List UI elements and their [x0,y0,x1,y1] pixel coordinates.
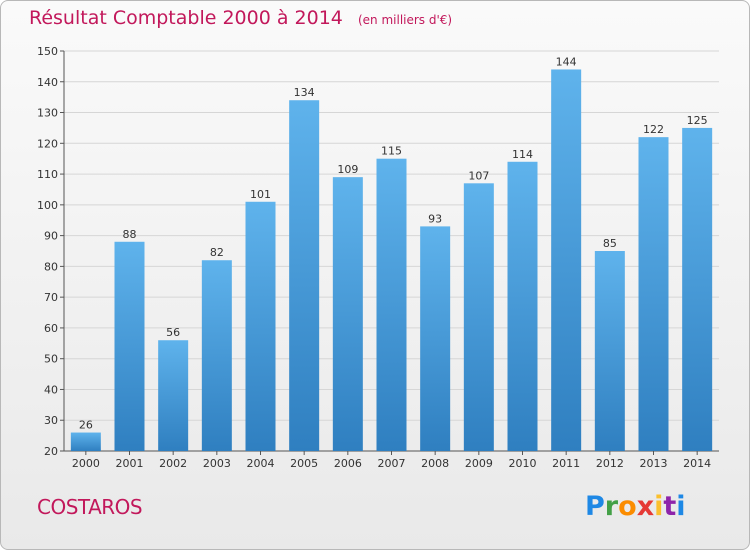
value-label: 144 [556,55,577,68]
logo-letter: i [654,491,664,522]
chart-subtitle: (en milliers d'€) [357,13,453,27]
title-block: Résultat Comptable 2000 à 2014 (en milli… [29,7,452,29]
y-tick-label: 90 [44,230,58,243]
x-tick-label: 2001 [116,457,144,470]
bar [158,340,189,451]
bar [594,251,625,451]
x-tick-label: 2007 [378,457,406,470]
proxiti-logo[interactable]: Proxiti [585,491,686,522]
y-tick-label: 110 [37,168,58,181]
x-tick-label: 2003 [203,457,231,470]
value-label: 82 [210,246,224,259]
bar [70,432,101,451]
x-tick-label: 2009 [465,457,493,470]
value-label: 26 [79,419,93,432]
value-label: 125 [687,114,708,127]
x-tick-label: 2005 [290,457,318,470]
value-label: 114 [512,148,533,161]
bar [638,137,669,451]
value-label: 88 [123,228,137,241]
y-tick-label: 120 [37,137,58,150]
bar [245,201,276,451]
logo-letter: x [636,491,655,522]
bar [420,226,451,451]
x-tick-label: 2012 [596,457,624,470]
y-tick-label: 60 [44,322,58,335]
value-label: 115 [381,145,402,158]
x-tick-label: 2011 [552,457,580,470]
y-tick-label: 80 [44,260,58,273]
x-tick-label: 2013 [640,457,668,470]
bar [332,177,363,451]
logo-letter: o [618,491,637,522]
x-tick-label: 2000 [72,457,100,470]
value-label: 93 [428,212,442,225]
bar [376,158,407,451]
value-label: 122 [643,123,664,136]
bar [507,161,538,451]
logo-letter: r [604,491,619,522]
chart-title: Résultat Comptable 2000 à 2014 [29,7,343,29]
y-tick-label: 100 [37,199,58,212]
y-tick-label: 70 [44,291,58,304]
y-tick-label: 140 [37,76,58,89]
x-tick-label: 2006 [334,457,362,470]
y-tick-label: 20 [44,445,58,458]
bar [201,260,232,451]
bar [289,100,320,451]
x-tick-label: 2004 [247,457,275,470]
value-label: 101 [250,188,271,201]
value-label: 85 [603,237,617,250]
y-tick-label: 30 [44,414,58,427]
commune-name: COSTAROS [37,495,143,519]
x-tick-label: 2008 [421,457,449,470]
value-label: 107 [468,169,489,182]
x-tick-label: 2002 [159,457,187,470]
bar [463,183,494,452]
x-tick-label: 2010 [509,457,537,470]
value-label: 134 [294,86,315,99]
logo-letter: i [676,491,686,522]
logo-letter: t [663,491,677,522]
value-label: 109 [337,163,358,176]
bar-chart: 20 30 40 50 60 70 80 90 100 110 120 130 140 150 26 2000… [37,45,719,470]
value-label: 56 [166,326,180,339]
bar [551,69,582,451]
x-tick-label: 2014 [683,457,711,470]
y-tick-label: 50 [44,353,58,366]
bar [682,127,713,451]
bar [114,241,145,451]
logo-letter: P [585,491,605,522]
y-tick-label: 130 [37,107,58,120]
y-tick-label: 40 [44,383,58,396]
y-tick-label: 150 [37,45,58,58]
